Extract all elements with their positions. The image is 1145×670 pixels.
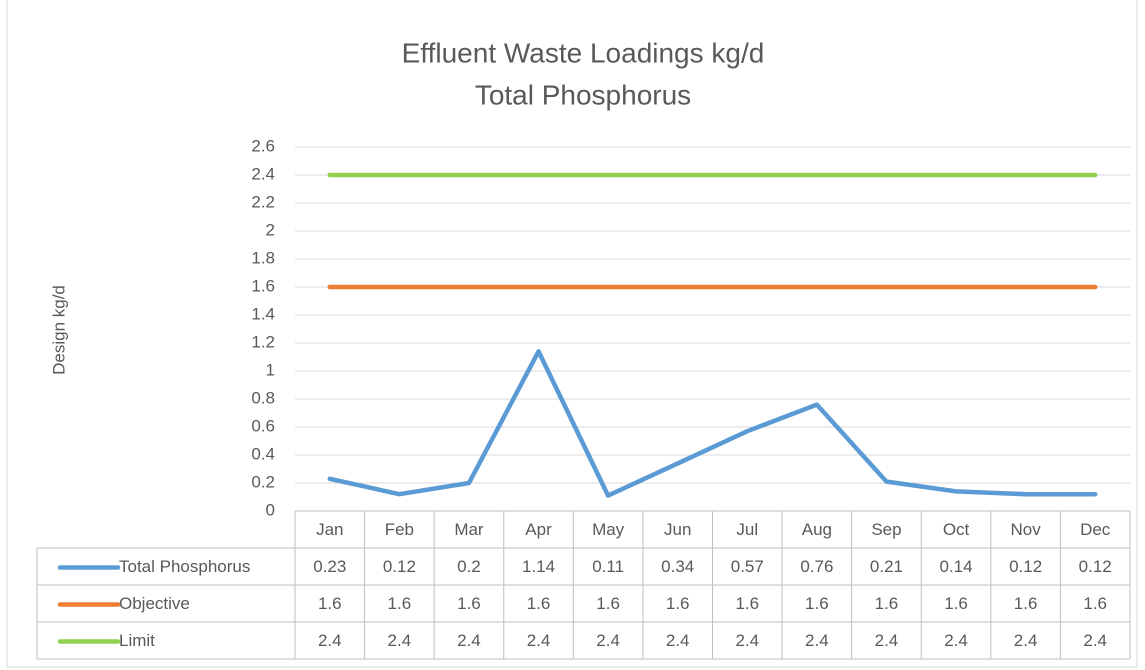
table-cell: 1.14 (522, 557, 555, 576)
x-tick-label: Mar (454, 520, 484, 539)
y-tick-label: 2 (266, 220, 275, 239)
table-cell: 0.11 (592, 557, 624, 576)
y-tick-label: 0 (266, 500, 275, 519)
table-cell: 2.4 (457, 631, 481, 650)
y-tick-label: 2.4 (251, 164, 275, 183)
chart-subtitle: Total Phosphorus (475, 79, 691, 110)
x-tick-label: Sep (871, 520, 901, 539)
table-cell: 1.6 (805, 594, 829, 613)
table-cell: 1.6 (1083, 594, 1107, 613)
table-cell: 2.4 (1014, 631, 1038, 650)
table-cell: 1.6 (318, 594, 342, 613)
x-tick-label: Jul (736, 520, 758, 539)
table-cell: 0.2 (457, 557, 481, 576)
x-tick-label: Feb (385, 520, 414, 539)
table-cell: 2.4 (735, 631, 759, 650)
table-cell: 2.4 (875, 631, 899, 650)
y-tick-label: 1.8 (251, 248, 275, 267)
table-cell: 0.12 (1009, 557, 1042, 576)
legend-label: Limit (119, 631, 155, 650)
table-cell: 1.6 (735, 594, 759, 613)
y-tick-label: 0.2 (251, 472, 275, 491)
table-cell: 0.12 (383, 557, 416, 576)
y-tick-label: 1.6 (251, 276, 275, 295)
table-cell: 0.23 (313, 557, 346, 576)
legend-label: Objective (119, 594, 190, 613)
series-line (327, 349, 1098, 498)
table-cell: 2.4 (527, 631, 551, 650)
table-cell: 2.4 (318, 631, 342, 650)
table-cell: 0.14 (939, 557, 972, 576)
y-tick-label: 0.8 (251, 388, 275, 407)
x-tick-label: May (592, 520, 625, 539)
table-cell: 2.4 (1083, 631, 1107, 650)
table-cell: 0.57 (731, 557, 764, 576)
table-cell: 0.34 (661, 557, 694, 576)
y-tick-label: 1 (266, 360, 275, 379)
table-cell: 2.4 (944, 631, 968, 650)
y-tick-label: 0.6 (251, 416, 275, 435)
table-cell: 1.6 (875, 594, 899, 613)
table-cell: 2.4 (805, 631, 829, 650)
table-cell: 2.4 (596, 631, 620, 650)
table-cell: 1.6 (527, 594, 551, 613)
table-cell: 2.4 (388, 631, 412, 650)
x-tick-label: Dec (1080, 520, 1111, 539)
y-tick-label: 2.2 (251, 192, 275, 211)
x-tick-label: Nov (1011, 520, 1042, 539)
y-tick-label: 2.6 (251, 136, 275, 155)
y-axis-label: Design kg/d (49, 285, 68, 375)
chart-title: Effluent Waste Loadings kg/d (402, 37, 765, 68)
table-cell: 1.6 (457, 594, 481, 613)
x-tick-label: Oct (943, 520, 970, 539)
y-tick-label: 1.2 (251, 332, 275, 351)
table-cell: 1.6 (1014, 594, 1038, 613)
legend-label: Total Phosphorus (119, 557, 250, 576)
x-tick-label: Apr (525, 520, 552, 539)
table-cell: 1.6 (596, 594, 620, 613)
x-tick-label: Aug (802, 520, 832, 539)
x-tick-label: Jan (316, 520, 343, 539)
table-cell: 0.76 (800, 557, 833, 576)
table-cell: 1.6 (388, 594, 412, 613)
x-tick-label: Jun (664, 520, 691, 539)
chart-frame (6, 0, 1138, 668)
table-cell: 0.12 (1079, 557, 1112, 576)
table-cell: 0.21 (870, 557, 903, 576)
table-cell: 2.4 (666, 631, 690, 650)
y-tick-label: 1.4 (251, 304, 275, 323)
table-cell: 1.6 (944, 594, 968, 613)
y-tick-label: 0.4 (251, 444, 275, 463)
table-cell: 1.6 (666, 594, 690, 613)
